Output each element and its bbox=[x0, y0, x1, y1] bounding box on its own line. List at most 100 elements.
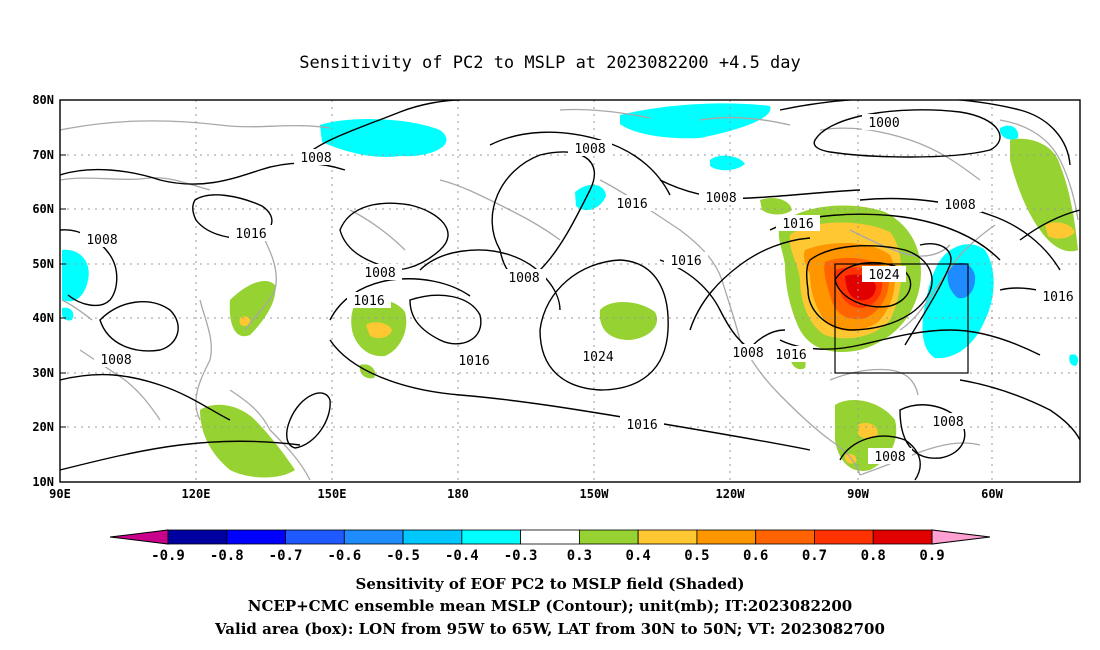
colorbar-label: 0.7 bbox=[802, 548, 827, 564]
svg-text:1016: 1016 bbox=[782, 217, 813, 232]
contour-label: 1016 bbox=[347, 292, 391, 309]
colorbar-box bbox=[167, 529, 228, 545]
lon-label: 120E bbox=[182, 487, 211, 501]
contour-label: 1008 bbox=[358, 264, 402, 281]
colorbar-box bbox=[637, 529, 698, 545]
lat-label: 80N bbox=[32, 93, 54, 107]
lat-label: 20N bbox=[32, 420, 54, 434]
contour-label: 1008 bbox=[926, 413, 970, 430]
svg-text:1016: 1016 bbox=[353, 294, 384, 309]
colorbar-box bbox=[814, 529, 874, 545]
lon-label: 90E bbox=[49, 487, 71, 501]
lat-label: 40N bbox=[32, 311, 54, 325]
contour-label: 1008 bbox=[80, 231, 124, 248]
contour-label: 1016 bbox=[776, 215, 820, 232]
colorbar: -0.9 -0.8 -0.7 -0.6 -0.5 -0.4 -0.3 0.3 0.4 0.5 0.6… bbox=[109, 529, 991, 564]
contour-label: 1024 bbox=[576, 348, 620, 365]
pos-region-greenland-y bbox=[1045, 222, 1075, 239]
lon-axis: 90E 120E 150E 180 150W 120W 90W 60W bbox=[49, 487, 1003, 501]
colorbar-box bbox=[402, 529, 463, 545]
neg-region-arctic2 bbox=[710, 155, 745, 171]
valid-area-box bbox=[834, 263, 969, 374]
colorbar-label: 0.9 bbox=[919, 548, 944, 564]
svg-text:1008: 1008 bbox=[705, 191, 736, 206]
caption-line-2: NCEP+CMC ensemble mean MSLP (Contour); u… bbox=[248, 597, 853, 615]
neg-region-canada-east bbox=[922, 244, 994, 359]
colorbar-label: -0.4 bbox=[445, 548, 479, 564]
contour-label: 1016 bbox=[1036, 288, 1080, 305]
figure-title: Sensitivity of PC2 to MSLP at 2023082200… bbox=[299, 53, 801, 73]
colorbar-box bbox=[696, 529, 757, 545]
contour-1000 bbox=[813, 109, 1001, 158]
colorbar-arrow-left bbox=[109, 529, 169, 545]
svg-text:1008: 1008 bbox=[874, 450, 905, 465]
svg-text:1008: 1008 bbox=[932, 415, 963, 430]
svg-text:1008: 1008 bbox=[364, 266, 395, 281]
neg-region-asia2 bbox=[62, 307, 74, 321]
svg-text:1016: 1016 bbox=[458, 354, 489, 369]
neg-region-arctic bbox=[620, 103, 771, 139]
colorbar-box bbox=[755, 529, 815, 545]
neg-region-greenland bbox=[1000, 125, 1019, 140]
svg-text:1024: 1024 bbox=[582, 350, 613, 365]
pos-region-japan-y bbox=[239, 316, 251, 326]
svg-text:1016: 1016 bbox=[235, 227, 266, 242]
map-frame bbox=[59, 99, 1081, 483]
colorbar-box bbox=[226, 529, 286, 545]
colorbar-box bbox=[872, 529, 933, 545]
colorbar-label: -0.9 bbox=[151, 548, 185, 564]
colorbar-box bbox=[343, 529, 404, 545]
contour-label: 1024 bbox=[862, 266, 906, 283]
pos-region-pacific-west-y bbox=[366, 322, 392, 338]
colorbar-label: 0.4 bbox=[626, 548, 651, 564]
svg-text:1016: 1016 bbox=[775, 348, 806, 363]
contour-label: 1016 bbox=[664, 252, 708, 269]
lon-label: 150W bbox=[580, 487, 610, 501]
map-area bbox=[60, 100, 1080, 482]
contour-label: 1016 bbox=[452, 352, 496, 369]
contour-label: 1016 bbox=[620, 416, 664, 433]
svg-text:1000: 1000 bbox=[868, 116, 899, 131]
lon-label: 90W bbox=[847, 487, 869, 501]
pos-region-pacific-center bbox=[599, 301, 658, 340]
lat-axis: 80N 70N 60N 50N 40N 30N 20N 10N bbox=[32, 93, 66, 489]
pos-region-nw bbox=[760, 198, 792, 215]
colorbar-label: 0.3 bbox=[567, 548, 592, 564]
colorbar-arrow-right bbox=[931, 529, 991, 545]
contour-label: 1008 bbox=[294, 149, 338, 166]
neg-region-atlantic bbox=[1069, 354, 1078, 366]
contour-label: 1008 bbox=[726, 344, 770, 361]
svg-text:1008: 1008 bbox=[300, 151, 331, 166]
contour-label: 1008 bbox=[868, 448, 912, 465]
lon-label: 120W bbox=[716, 487, 746, 501]
svg-text:1016: 1016 bbox=[670, 254, 701, 269]
contour-label: 1008 bbox=[94, 351, 138, 368]
colorbar-label: 0.8 bbox=[861, 548, 886, 564]
colorbar-box bbox=[520, 529, 580, 545]
colorbar-label: -0.8 bbox=[210, 548, 244, 564]
svg-text:1008: 1008 bbox=[574, 142, 605, 157]
lon-label: 150E bbox=[318, 487, 347, 501]
lat-label: 70N bbox=[32, 148, 54, 162]
contour-label: 1008 bbox=[502, 269, 546, 286]
svg-text:1024: 1024 bbox=[868, 268, 899, 283]
svg-text:1016: 1016 bbox=[626, 418, 657, 433]
svg-text:1008: 1008 bbox=[86, 233, 117, 248]
svg-text:1016: 1016 bbox=[616, 197, 647, 212]
caption-line-3: Valid area (box): LON from 95W to 65W, L… bbox=[214, 620, 885, 638]
lon-label: 60W bbox=[981, 487, 1003, 501]
colorbar-label: -0.6 bbox=[327, 548, 361, 564]
colorbar-label: 0.5 bbox=[684, 548, 709, 564]
contour-value-labels: 1000 1008 1008 1008 1008 1008 1008 1008 … bbox=[80, 114, 1080, 465]
svg-text:1008: 1008 bbox=[732, 346, 763, 361]
colorbar-label: 0.6 bbox=[743, 548, 768, 564]
lon-label: 180 bbox=[447, 487, 469, 501]
sensitivity-shading bbox=[62, 103, 1078, 478]
colorbar-box bbox=[461, 529, 522, 545]
neg-region-asia bbox=[62, 249, 89, 302]
lat-label: 50N bbox=[32, 257, 54, 271]
caption-line-1: Sensitivity of EOF PC2 to MSLP field (Sh… bbox=[356, 575, 745, 593]
lat-label: 10N bbox=[32, 475, 54, 489]
colorbar-label: -0.3 bbox=[504, 548, 538, 564]
